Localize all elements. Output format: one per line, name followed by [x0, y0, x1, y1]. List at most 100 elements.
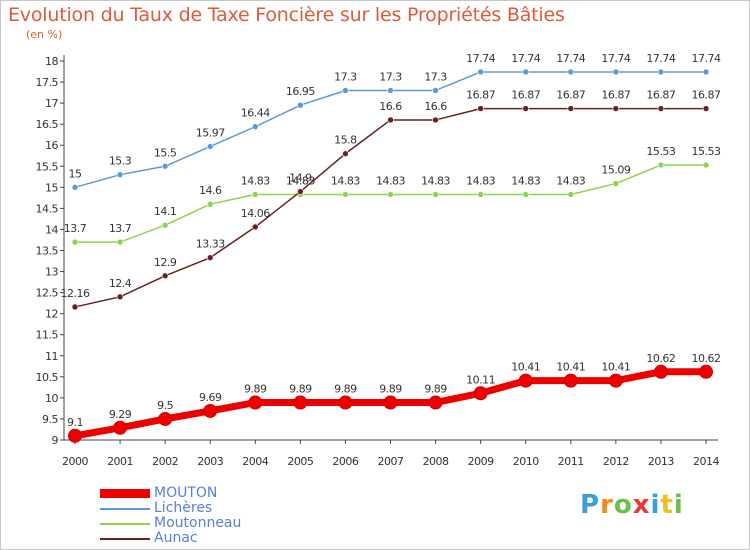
data-point	[251, 223, 259, 231]
data-point	[161, 221, 169, 229]
x-tick-label: 2012	[603, 455, 629, 468]
data-label: 15.5	[154, 146, 177, 159]
data-point	[342, 191, 349, 198]
data-point	[387, 87, 394, 94]
data-point	[563, 373, 578, 388]
logo-letter: x	[632, 490, 651, 520]
data-point	[428, 395, 443, 410]
data-label: 12.9	[154, 256, 177, 269]
data-point	[71, 184, 79, 191]
data-point	[387, 191, 394, 198]
y-tick-label: 16.5	[36, 118, 59, 131]
x-tick-label: 2008	[423, 455, 449, 468]
data-point	[657, 68, 665, 76]
legend-label-licheres: Lichères	[154, 500, 213, 516]
y-tick-label: 9	[52, 434, 59, 447]
data-point	[116, 293, 124, 301]
data-point	[699, 364, 713, 379]
data-label: 14.06	[241, 207, 270, 220]
legend-label-moutonneau: Moutonneau	[154, 515, 242, 531]
y-tick-label: 15.5	[36, 160, 59, 173]
legend-swatch-licheres	[100, 508, 150, 510]
data-label: 9.89	[244, 383, 267, 396]
data-label: 14.6	[199, 184, 222, 197]
data-label: 10.41	[601, 361, 630, 374]
x-tick-label: 2005	[287, 455, 313, 468]
data-point	[567, 105, 575, 112]
data-label: 9.89	[289, 383, 312, 396]
y-tick-label: 10	[45, 392, 58, 405]
data-point	[206, 143, 214, 150]
data-label: 16.95	[286, 85, 315, 98]
data-label: 17.74	[646, 52, 675, 65]
data-point	[338, 395, 353, 410]
data-point	[161, 272, 169, 280]
y-tick-label: 17.5	[36, 76, 59, 89]
data-point	[203, 403, 218, 418]
legend-swatch-aunac	[100, 538, 150, 540]
y-tick-label: 12	[45, 308, 58, 321]
data-label: 17.74	[556, 52, 585, 65]
data-label: 14.83	[241, 174, 270, 187]
data-label: 9.89	[334, 383, 357, 396]
data-point	[161, 162, 169, 170]
chart-title: Evolution du Taux de Taxe Foncière sur l…	[8, 4, 565, 26]
x-tick-label: 2006	[332, 455, 358, 468]
data-label: 14.83	[466, 174, 495, 187]
data-point	[612, 68, 620, 76]
y-unit-label: (en %)	[26, 28, 63, 41]
y-tick-label: 15	[45, 181, 58, 194]
legend-item-moutonneau: Moutonneau	[100, 516, 340, 531]
data-point	[71, 303, 79, 311]
data-label: 9.69	[199, 391, 222, 404]
data-label: 16.6	[379, 100, 402, 113]
x-tick-label: 2000	[62, 455, 88, 468]
data-point	[657, 161, 665, 169]
data-label: 14.83	[331, 174, 360, 187]
data-point	[116, 238, 124, 246]
data-point	[473, 386, 488, 401]
data-point	[383, 395, 398, 410]
y-tick-label: 14	[45, 223, 58, 236]
data-point	[522, 68, 530, 76]
data-point	[702, 68, 710, 76]
data-point	[518, 373, 533, 388]
y-tick-label: 13	[45, 266, 58, 279]
x-tick-label: 2011	[558, 455, 584, 468]
data-point	[653, 364, 668, 379]
data-point	[702, 161, 710, 169]
data-label: 10.11	[466, 373, 495, 386]
y-tick-label: 12.5	[36, 287, 59, 300]
data-label: 10.62	[646, 352, 675, 365]
data-label: 9.89	[424, 383, 447, 396]
proxiti-logo: Proxiti	[580, 490, 684, 520]
data-label: 14.83	[421, 174, 450, 187]
x-tick-label: 2003	[197, 455, 223, 468]
data-label: 12.4	[109, 277, 132, 290]
data-label: 15.09	[601, 164, 630, 177]
data-label: 17.3	[379, 70, 402, 83]
x-tick-label: 2004	[242, 455, 268, 468]
y-tick-label: 10.5	[36, 371, 59, 384]
data-point	[297, 101, 304, 109]
data-point	[387, 116, 394, 124]
data-label: 17.3	[424, 70, 447, 83]
data-point	[158, 411, 173, 426]
data-label: 15.53	[692, 145, 721, 158]
data-point	[71, 238, 79, 246]
data-label: 14.9	[289, 172, 312, 185]
x-tick-label: 2001	[107, 455, 133, 468]
y-tick-label: 11	[45, 350, 58, 363]
legend-swatch-moutonneau	[100, 523, 150, 525]
data-point	[477, 68, 484, 76]
logo-letter: P	[580, 490, 601, 520]
data-label: 16.44	[241, 107, 270, 120]
legend: MOUTON Lichères Moutonneau Aunac	[100, 486, 340, 546]
data-label: 17.3	[334, 70, 357, 83]
data-point	[206, 200, 214, 208]
legend-swatch-mouton	[100, 489, 150, 498]
logo-letter: t	[660, 490, 674, 520]
data-label: 15.8	[334, 134, 357, 147]
data-point	[293, 395, 308, 410]
